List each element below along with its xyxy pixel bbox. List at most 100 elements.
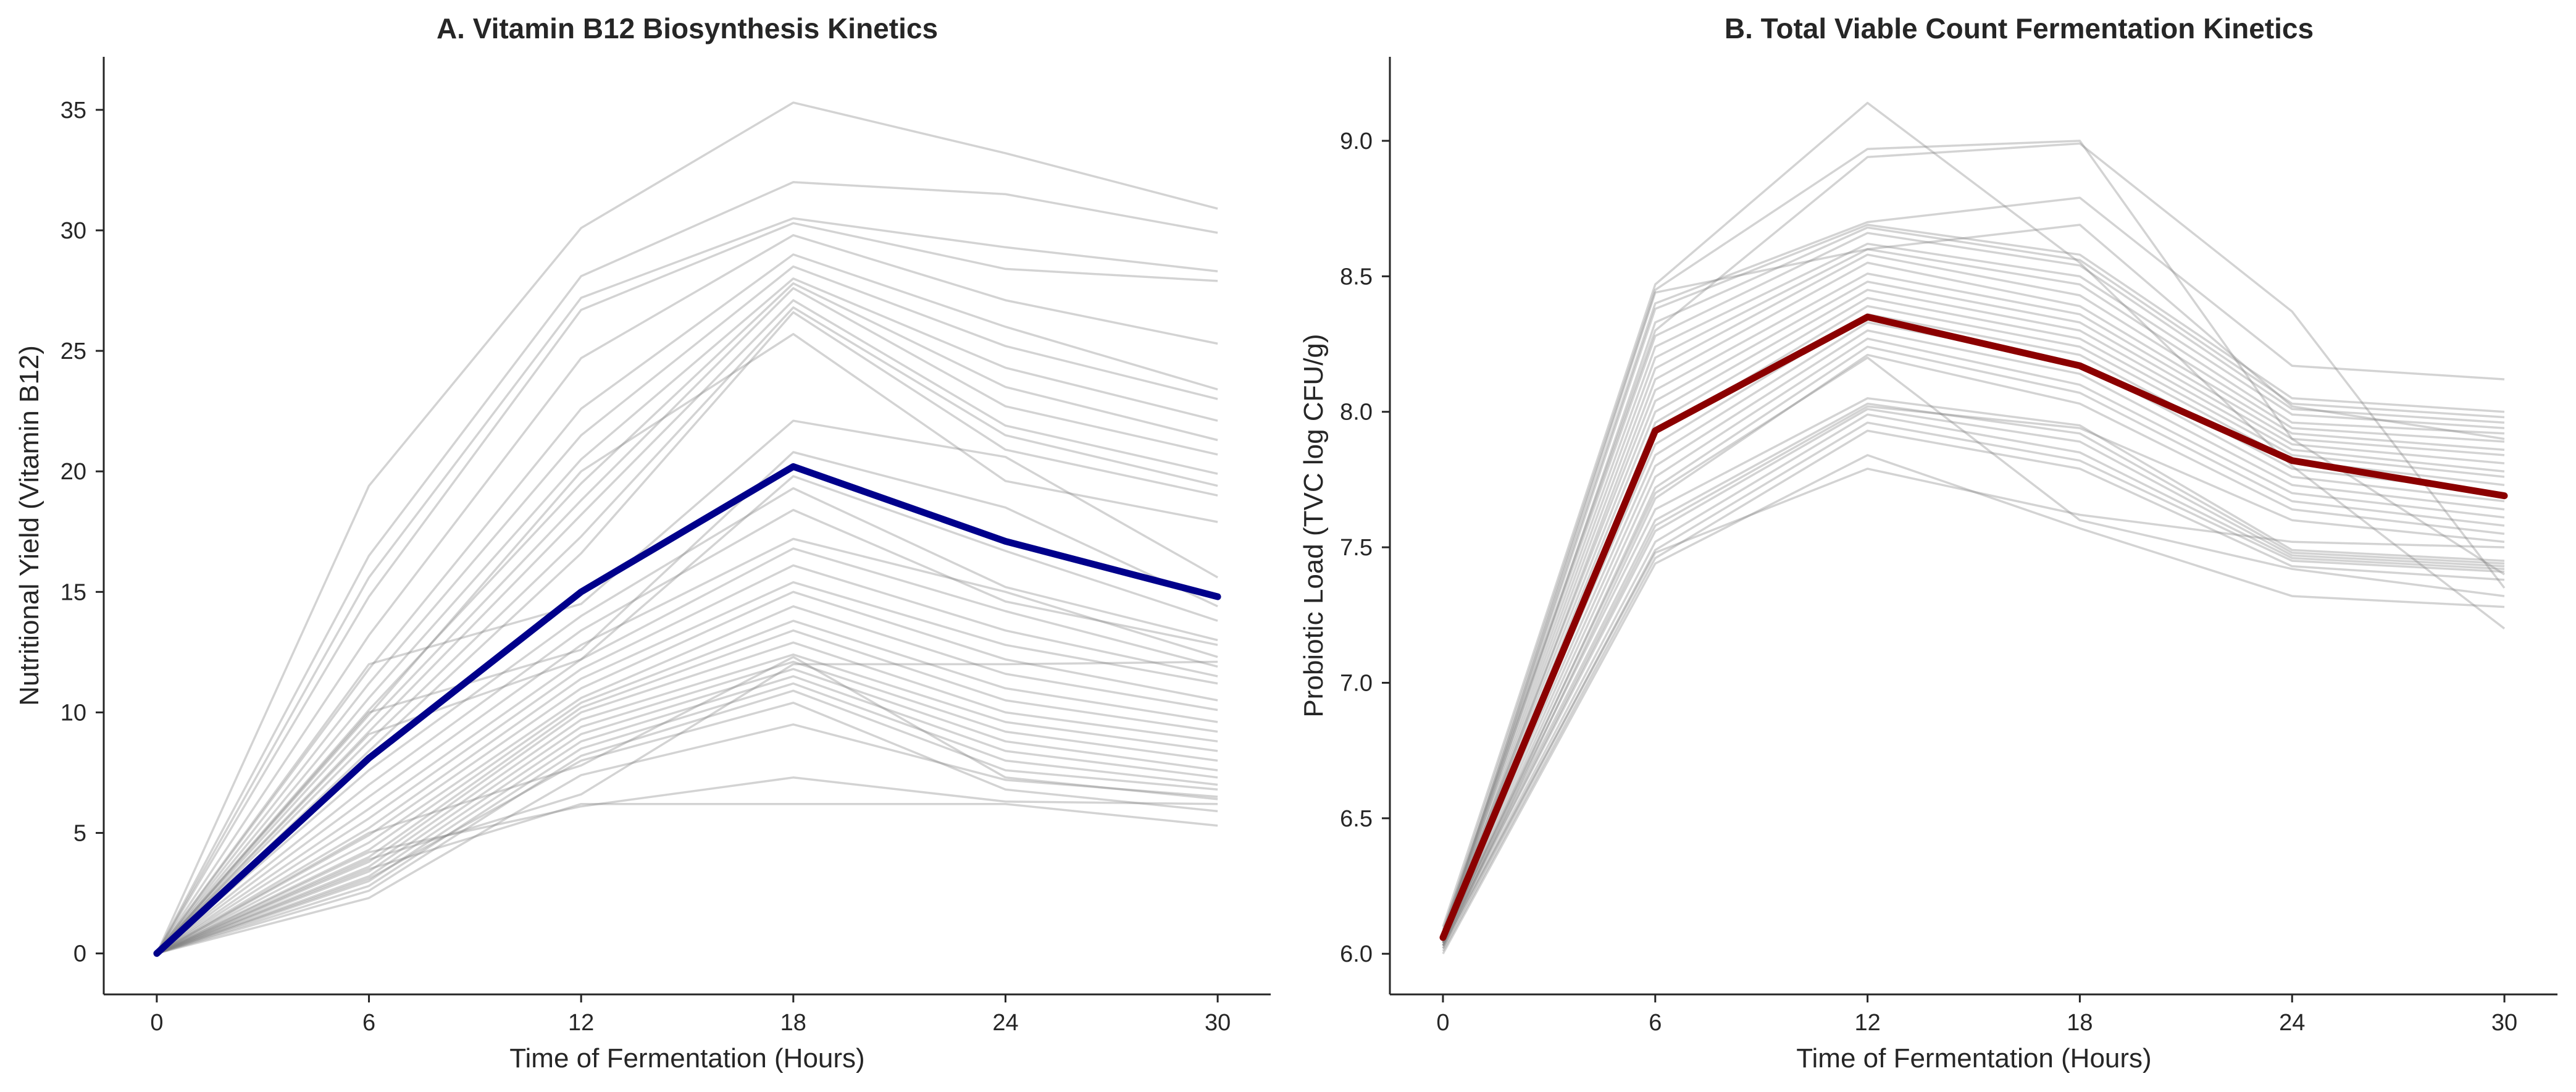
panel-a-series-line: [156, 653, 1218, 955]
panel-a-series-line: [156, 655, 1218, 955]
panel-a-series-line: [156, 277, 1218, 954]
panel-b-x-ticks: 0 6 12 18 24 30: [1436, 994, 2517, 1036]
panel-b-title: B. Total Viable Count Fermentation Kinet…: [1725, 12, 2314, 44]
panel-b-series-line: [1442, 454, 2505, 955]
panel-a-series-line: [156, 682, 1218, 955]
panel-a-mean-line: [153, 463, 1221, 957]
panel-b-series-line: [1442, 397, 2505, 938]
panel-a-x-tick-label: 0: [150, 1010, 163, 1036]
panel-b-x-label: Time of Fermentation (Hours): [1796, 1043, 2151, 1073]
panel-a-y-tick-label: 30: [61, 218, 86, 244]
panel-b-y-tick-label: 6.5: [1340, 806, 1373, 832]
panel-b-series-line: [1442, 288, 2505, 941]
panel-a-series-line: [156, 222, 1218, 954]
panel-b-series-line: [1442, 226, 2505, 941]
panel-b-series-line: [1442, 101, 2506, 927]
panel-a-series-line: [156, 234, 1218, 954]
panel-a-series-line: [156, 564, 1218, 955]
panel-b-x-tick-label: 24: [2279, 1010, 2305, 1036]
panel-a-y-tick-label: 20: [61, 459, 86, 485]
panel-a-series-line: [156, 660, 1218, 955]
panel-b-series-line: [1442, 140, 2505, 933]
panel-a-y-tick-label: 0: [73, 941, 86, 967]
panel-b-series-line: [1442, 313, 2505, 936]
panel-b-y-tick-label: 8.0: [1340, 400, 1373, 426]
panel-a-series-line: [156, 287, 1218, 954]
panel-b-series-line: [1442, 429, 2505, 952]
panel-a-series-line: [156, 776, 1218, 955]
panel-b-series-line: [1442, 272, 2505, 936]
panel-a-series-line: [156, 419, 1218, 954]
panel-b-series-line: [1442, 224, 2505, 938]
panel-a-y-label: Nutritional Yield (Vitamin B12): [14, 345, 44, 706]
panel-a-series-line: [156, 311, 1218, 954]
panel-a-series-line: [156, 660, 1218, 955]
panel-a: A. Vitamin B12 Biosynthesis Kinetics 0 5 1…: [14, 12, 1271, 1073]
panel-a-series-line: [156, 253, 1218, 954]
panel-b-series-line: [1442, 224, 2505, 938]
panel-a-x-tick-label: 24: [992, 1010, 1018, 1036]
panel-a-title: A. Vitamin B12 Biosynthesis Kinetics: [437, 12, 938, 44]
panel-a-series-line: [156, 547, 1218, 955]
panel-a-series-line: [156, 451, 1218, 954]
panel-b-y-ticks: 6.0 6.5 7.0 7.5 8.0 8.5 9.0: [1340, 128, 1390, 967]
panel-a-series-line: [156, 487, 1218, 955]
panel-a-x-tick-label: 18: [780, 1010, 806, 1036]
panel-a-x-ticks: 0 6 12 18 24 30: [150, 994, 1231, 1036]
panel-b-series-line: [1442, 356, 2505, 941]
panel-b-series-line: [1442, 345, 2505, 946]
panel-b-lines: [1439, 101, 2508, 955]
panel-a-series-line: [156, 306, 1218, 954]
panel-b-x-tick-label: 30: [2491, 1010, 2517, 1036]
panel-a-y-ticks: 0 5 10 15 20 25 30 35: [61, 98, 104, 967]
panel-a-y-tick-label: 15: [61, 579, 86, 605]
panel-a-y-tick-label: 5: [73, 821, 86, 847]
panel-b-y-tick-label: 7.0: [1340, 670, 1373, 696]
panel-b-series-line: [1442, 280, 2505, 938]
panel-b-y-tick-label: 9.0: [1340, 128, 1373, 154]
panel-a-series-line: [156, 508, 1218, 955]
panel-a-series-line: [156, 620, 1218, 955]
panel-b-series-line: [1442, 329, 2505, 941]
panel-a-x-tick-label: 30: [1205, 1010, 1231, 1036]
panel-a-series-line: [156, 333, 1218, 954]
panel-b-series-line: [1442, 142, 2506, 930]
panel-a-series-line: [156, 605, 1218, 955]
panel-b-x-tick-label: 6: [1649, 1010, 1662, 1036]
panel-b-series-line: [1442, 196, 2505, 936]
panel-b-series-line: [1442, 261, 2505, 944]
panel-b-series-line: [1442, 468, 2505, 946]
panel-a-series-line: [156, 641, 1218, 955]
panel-b-y-tick-label: 7.5: [1340, 535, 1373, 561]
panel-b-y-tick-label: 8.5: [1340, 264, 1373, 290]
panel-a-series-line: [156, 181, 1218, 954]
panel-b-series-line: [1442, 337, 2505, 944]
panel-a-x-tick-label: 12: [568, 1010, 594, 1036]
panel-b-series-line: [1442, 421, 2505, 949]
panel-b-y-tick-label: 6.0: [1340, 941, 1373, 967]
panel-b-x-tick-label: 18: [2067, 1010, 2093, 1036]
panel-a-x-label: Time of Fermentation (Hours): [509, 1043, 864, 1073]
panel-b-x-tick-label: 0: [1436, 1010, 1449, 1036]
panel-b-series-line: [1442, 242, 2505, 936]
panel-a-series-line: [156, 723, 1218, 955]
panel-a-series-line: [156, 265, 1218, 954]
panel-b-series-line: [1442, 408, 2505, 944]
panel-a-series-line: [156, 217, 1218, 954]
panel-a-series-line: [156, 299, 1218, 954]
panel-b-y-label: Probiotic Load (TVC log CFU/g): [1298, 334, 1329, 717]
panel-b: B. Total Viable Count Fermentation Kinet…: [1298, 12, 2557, 1073]
panel-a-series-line: [156, 689, 1218, 955]
panel-a-x-tick-label: 6: [362, 1010, 375, 1036]
panel-b-series-line: [1442, 413, 2505, 946]
panel-a-series-line: [156, 629, 1218, 955]
panel-a-y-tick-label: 25: [61, 338, 86, 364]
panel-b-series-line: [1442, 253, 2505, 941]
panel-a-series-line: [156, 581, 1218, 955]
panel-a-series-line: [156, 668, 1218, 955]
panel-a-series-line: [156, 101, 1218, 954]
panel-b-series-line: [1442, 232, 2505, 933]
panel-b-series-line: [1442, 405, 2505, 944]
